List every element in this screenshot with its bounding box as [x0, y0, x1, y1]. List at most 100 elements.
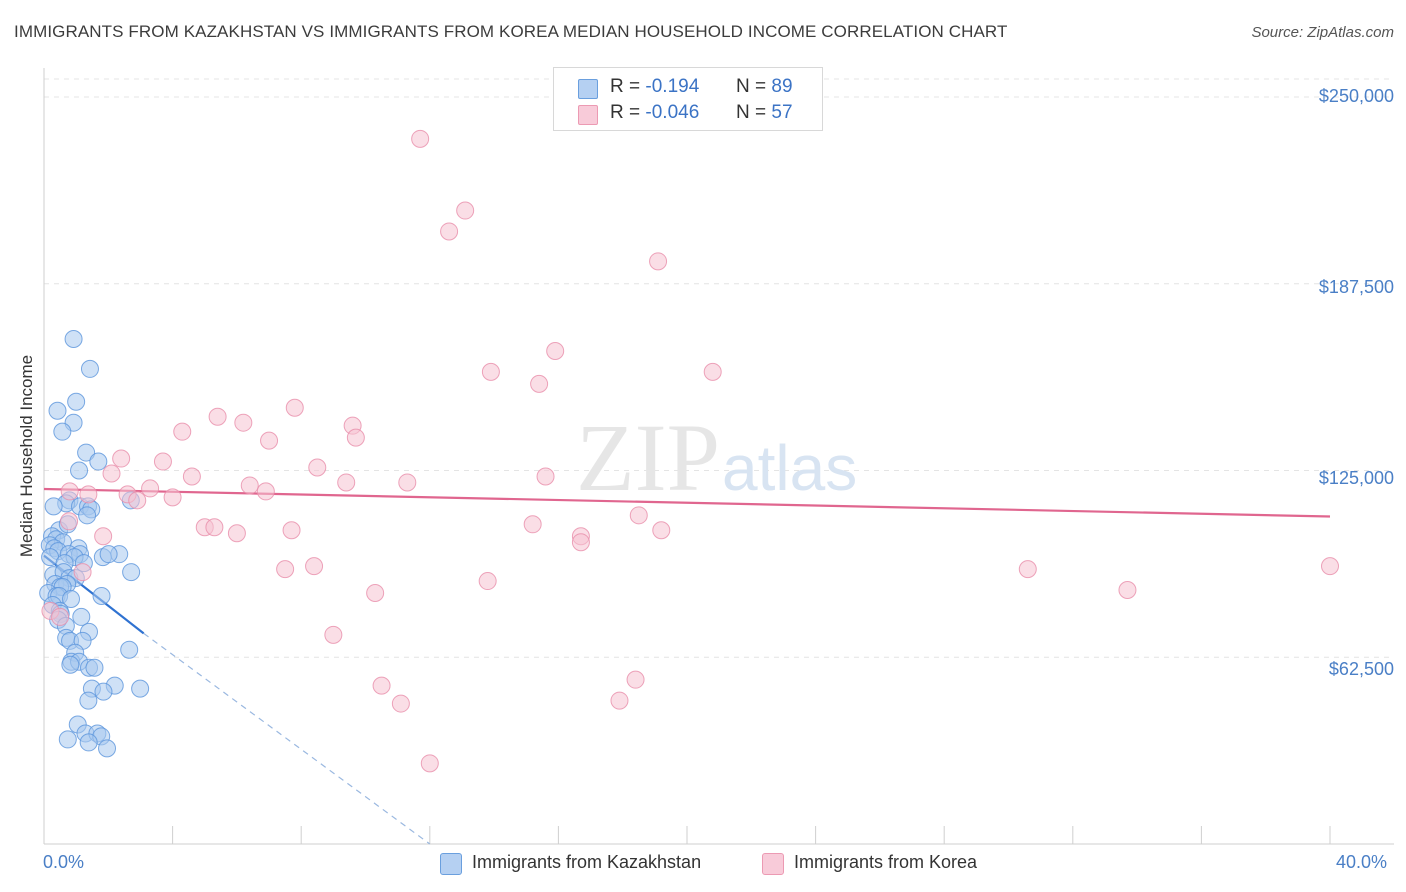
r-label: R =	[610, 102, 641, 123]
axes	[43, 68, 1394, 845]
point-korea	[411, 129, 430, 148]
point-korea	[346, 428, 365, 447]
point-kazakhstan	[94, 682, 113, 701]
point-kazakhstan	[58, 730, 77, 749]
point-kazakhstan	[131, 679, 150, 698]
legend-swatch-korea	[578, 105, 598, 125]
point-korea	[1118, 581, 1137, 600]
point-korea	[372, 676, 391, 695]
point-korea	[391, 694, 410, 713]
point-korea	[153, 452, 172, 471]
point-korea	[649, 252, 668, 271]
legend-swatch-korea	[762, 853, 784, 875]
point-korea	[523, 515, 542, 534]
point-korea	[276, 560, 295, 579]
point-korea	[629, 506, 648, 525]
point-korea	[530, 374, 549, 393]
y-tick-label: $187,500	[1318, 277, 1394, 297]
point-korea	[456, 201, 475, 220]
point-korea	[366, 584, 385, 603]
point-kazakhstan	[77, 443, 96, 462]
point-kazakhstan	[79, 733, 98, 752]
point-korea	[1018, 560, 1037, 579]
point-kazakhstan	[48, 401, 67, 420]
trend-lines	[43, 487, 1331, 845]
point-korea	[51, 607, 70, 626]
point-korea	[652, 521, 671, 540]
point-korea	[571, 533, 590, 552]
legend-swatch-kazakhstan	[578, 79, 598, 99]
point-kazakhstan	[98, 739, 117, 758]
point-korea	[478, 572, 497, 591]
point-korea	[141, 479, 160, 498]
point-korea	[420, 754, 439, 773]
point-kazakhstan	[79, 691, 98, 710]
x-tick-label-min: 0.0%	[43, 852, 85, 872]
r-value: -0.046	[645, 102, 700, 123]
point-kazakhstan	[92, 586, 111, 605]
point-korea	[73, 563, 92, 582]
point-korea	[305, 557, 324, 576]
point-korea	[546, 341, 565, 360]
point-korea	[94, 527, 113, 546]
point-korea	[282, 521, 301, 540]
point-korea	[102, 464, 121, 483]
point-kazakhstan	[78, 506, 97, 525]
point-kazakhstan	[53, 422, 72, 441]
point-korea	[112, 449, 131, 468]
point-korea	[79, 485, 98, 504]
point-korea	[205, 518, 224, 537]
point-korea	[182, 467, 201, 486]
point-korea	[260, 431, 279, 450]
n-label: N =	[736, 76, 767, 97]
point-korea	[285, 398, 304, 417]
point-korea	[163, 488, 182, 507]
point-kazakhstan	[99, 545, 118, 564]
y-tick-label: $250,000	[1318, 86, 1394, 106]
x-tick-label-max: 40.0%	[1336, 852, 1388, 872]
point-korea	[308, 458, 327, 477]
point-kazakhstan	[64, 330, 83, 349]
legend-label-kazakhstan: Immigrants from Kazakhstan	[472, 852, 702, 872]
point-korea	[234, 413, 253, 432]
point-korea	[227, 524, 246, 543]
point-kazakhstan	[70, 461, 89, 480]
point-korea	[337, 473, 356, 492]
legend-label-korea: Immigrants from Korea	[794, 852, 978, 872]
watermark-atlas: atlas	[722, 432, 857, 504]
point-kazakhstan	[72, 607, 91, 626]
y-tick-label: $125,000	[1318, 468, 1394, 488]
point-korea	[610, 691, 629, 710]
point-korea	[324, 625, 343, 644]
point-korea	[398, 473, 417, 492]
point-korea	[256, 482, 275, 501]
y-tick-label: $62,500	[1328, 659, 1394, 679]
r-label: R =	[610, 76, 641, 97]
r-value: -0.194	[645, 76, 700, 97]
y-axis-label: Median Household Income	[17, 354, 36, 558]
point-kazakhstan	[61, 655, 80, 674]
point-korea	[536, 467, 555, 486]
point-korea	[128, 491, 147, 510]
n-label: N =	[736, 102, 767, 123]
n-value: 89	[771, 76, 793, 97]
point-korea	[240, 476, 259, 495]
n-value: 57	[771, 102, 793, 123]
point-korea	[173, 422, 192, 441]
point-kazakhstan	[62, 589, 81, 608]
point-kazakhstan	[85, 658, 104, 677]
point-kazakhstan	[80, 359, 99, 378]
point-korea	[440, 222, 459, 241]
point-korea	[60, 512, 79, 531]
data-points	[39, 129, 1339, 773]
point-kazakhstan	[122, 563, 141, 582]
point-kazakhstan	[67, 392, 86, 411]
trend-line-kazakhstan-extension	[143, 632, 431, 845]
point-korea	[1321, 557, 1339, 576]
point-korea	[481, 362, 500, 381]
point-kazakhstan	[89, 452, 108, 471]
point-korea	[703, 362, 722, 381]
point-kazakhstan	[44, 497, 63, 516]
watermark-zip: ZIP	[576, 404, 720, 511]
